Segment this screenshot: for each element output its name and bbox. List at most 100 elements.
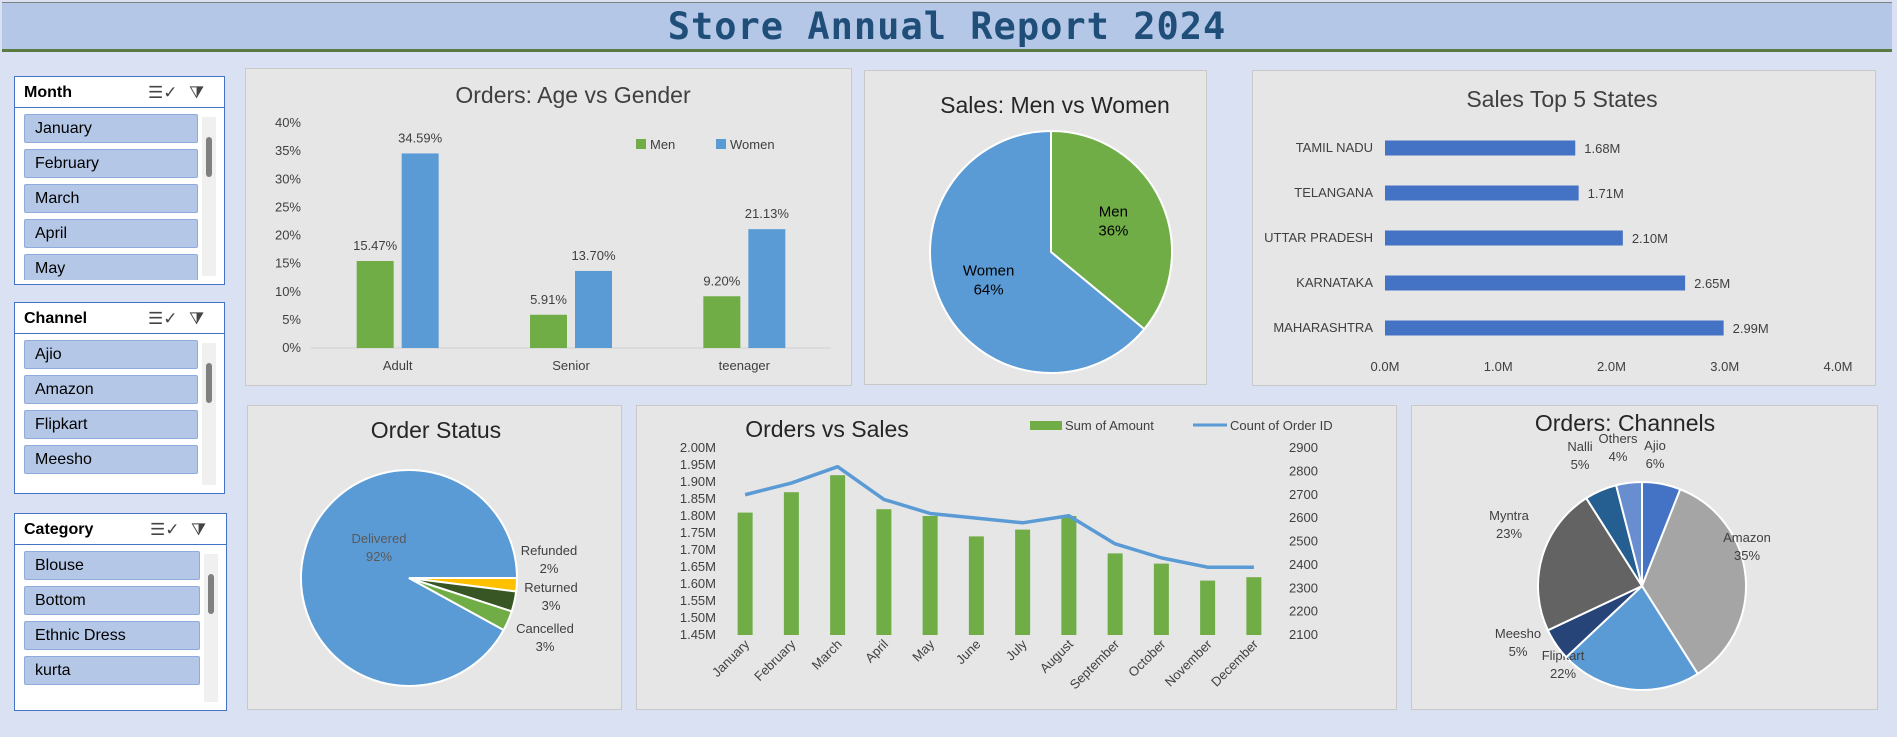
slicer-item-january[interactable]: January	[24, 114, 198, 143]
slicer-item-april[interactable]: April	[24, 219, 198, 248]
y-left-tick-label: 1.60M	[680, 576, 716, 591]
bar-october	[1153, 563, 1169, 635]
slicer-category[interactable]: Category ☰✓ ⧩ Blouse Bottom Ethnic Dress…	[14, 513, 227, 711]
chart-panel-order-status[interactable]: Order Status Delivered 92% Refunded 2% Return…	[247, 405, 622, 710]
slicer-header: Channel ☰✓ ⧩	[15, 303, 224, 334]
bar-june	[968, 536, 984, 635]
scrollbar-thumb[interactable]	[208, 574, 214, 614]
multi-select-icon[interactable]: ☰✓	[148, 309, 178, 328]
y-tick-label: 5%	[282, 312, 301, 327]
scrollbar-thumb[interactable]	[206, 137, 212, 177]
clear-filter-icon[interactable]: ⧩	[189, 83, 205, 102]
x-tick-label: October	[1125, 636, 1169, 680]
y-tick-label: 0%	[282, 340, 301, 355]
clear-filter-icon[interactable]: ⧩	[189, 309, 205, 328]
x-tick-label: Adult	[383, 358, 413, 373]
bar-karnataka	[1385, 275, 1686, 291]
slicer-item-february[interactable]: February	[24, 149, 198, 178]
bar-february	[783, 492, 799, 635]
chart-title: Orders: Age vs Gender	[455, 82, 691, 108]
slicer-scrollbar[interactable]	[202, 117, 216, 276]
chart-panel-channels[interactable]: Orders: Channels Ajio 6% Amazon 35% Flipkart 2…	[1411, 405, 1878, 710]
slice-value: 22%	[1550, 666, 1576, 681]
chart-panel-orders-sales[interactable]: Orders vs Sales 1.45M 1.50M 1.55M 1.60M 1.65M…	[636, 405, 1397, 710]
sales-slice-men	[1050, 129, 1173, 331]
slicer-item-ajio[interactable]: Ajio	[24, 340, 198, 369]
data-label: 2.65M	[1694, 276, 1730, 291]
multi-select-icon[interactable]: ☰✓	[148, 83, 178, 102]
y-left-tick-label: 1.80M	[680, 508, 716, 523]
slicer-item-amazon[interactable]: Amazon	[24, 375, 198, 404]
bar-january	[737, 512, 753, 635]
slice-value: 4%	[1609, 449, 1628, 464]
slicer-item-flipkart[interactable]: Flipkart	[24, 410, 198, 439]
y-tick-label: 20%	[275, 228, 301, 243]
y-right-tick-label: 2800	[1289, 463, 1318, 478]
slicer-title: Channel	[24, 310, 88, 327]
x-tick-label: 0.0M	[1371, 359, 1400, 374]
bar-women-senior	[575, 270, 612, 348]
x-tick-label: 2.0M	[1597, 359, 1626, 374]
slicer-item-blouse[interactable]: Blouse	[24, 551, 200, 580]
slicer-item-kurta[interactable]: kurta	[24, 656, 200, 685]
y-right-tick-label: 2100	[1289, 627, 1318, 642]
data-label: 15.47%	[353, 238, 398, 253]
multi-select-icon[interactable]: ☰✓	[150, 520, 180, 539]
bar-women-teenager	[748, 229, 786, 348]
chart-panel-age-gender[interactable]: Orders: Age vs Gender 0% 5% 10% 15% 20% 25% 30%…	[245, 68, 852, 386]
x-tick-label: May	[909, 636, 937, 664]
y-left-tick-label: 1.90M	[680, 474, 716, 489]
slice-value: 6%	[1646, 456, 1665, 471]
age-gender-chart: Orders: Age vs Gender 0% 5% 10% 15% 20% 25% 30%…	[275, 82, 831, 373]
chart-title: Order Status	[371, 417, 501, 443]
y-right-tick-label: 2900	[1289, 440, 1318, 455]
x-tick-label: August	[1037, 636, 1076, 675]
bar-august	[1061, 516, 1077, 635]
top-states-chart: Sales Top 5 States TAMIL NADU 1.68M TELANGA…	[1264, 86, 1853, 374]
x-tick-label: 4.0M	[1824, 359, 1853, 374]
legend-swatch-sum-of-amount	[1030, 421, 1062, 430]
y-right-tick-label: 2200	[1289, 604, 1318, 619]
slicer-item-meesho[interactable]: Meesho	[24, 445, 198, 474]
slicer-scrollbar[interactable]	[202, 343, 216, 485]
slice-label: Meesho	[1495, 626, 1541, 641]
slicer-scrollbar[interactable]	[204, 554, 218, 702]
chart-panel-top-states[interactable]: Sales Top 5 States TAMIL NADU 1.68M TELANGA…	[1252, 70, 1876, 386]
bar-men-teenager	[703, 296, 741, 348]
chart-panel-sales-gender[interactable]: Sales: Men vs Women Men 36% Women 64%	[864, 70, 1207, 385]
scrollbar-thumb[interactable]	[206, 363, 212, 403]
slicer-channel[interactable]: Channel ☰✓ ⧩ Ajio Amazon Flipkart Meesho	[14, 302, 225, 494]
y-tick-label: 25%	[275, 199, 301, 214]
slice-value: 3%	[542, 598, 561, 613]
slicer-item-bottom[interactable]: Bottom	[24, 586, 200, 615]
data-label: 2.99M	[1733, 321, 1769, 336]
x-tick-label: September	[1067, 636, 1123, 692]
x-tick-label: December	[1208, 636, 1261, 689]
slicer-item-march[interactable]: March	[24, 184, 198, 213]
report-title: Store Annual Report 2024	[667, 5, 1227, 48]
y-left-tick-label: 1.85M	[680, 491, 716, 506]
slice-value: 36%	[1098, 223, 1128, 240]
bar-july	[1015, 529, 1031, 635]
clear-filter-icon[interactable]: ⧩	[191, 520, 207, 539]
y-left-tick-label: 1.95M	[680, 457, 716, 472]
slicer-item-may[interactable]: May	[24, 254, 198, 280]
slicer-header: Month ☰✓ ⧩	[15, 77, 224, 108]
x-tick-label: January	[709, 636, 753, 680]
data-label: 5.91%	[530, 292, 567, 307]
slicer-item-ethnic-dress[interactable]: Ethnic Dress	[24, 621, 200, 650]
data-label: 34.59%	[398, 130, 443, 145]
data-label: 1.68M	[1584, 141, 1620, 156]
data-label: 1.71M	[1588, 186, 1624, 201]
x-tick-label: Senior	[552, 358, 590, 373]
slice-value: 23%	[1496, 526, 1522, 541]
x-tick-label: April	[862, 636, 891, 665]
x-tick-label: teenager	[719, 358, 771, 373]
bar-telangana	[1385, 185, 1579, 201]
slicer-month[interactable]: Month ☰✓ ⧩ January February March April …	[14, 76, 225, 285]
x-tick-label: July	[1003, 636, 1030, 663]
slice-label: Refunded	[521, 543, 577, 558]
sales-slice-women	[929, 129, 1146, 374]
line-count-of-order-id	[744, 464, 1254, 569]
legend-label: Men	[650, 137, 675, 152]
